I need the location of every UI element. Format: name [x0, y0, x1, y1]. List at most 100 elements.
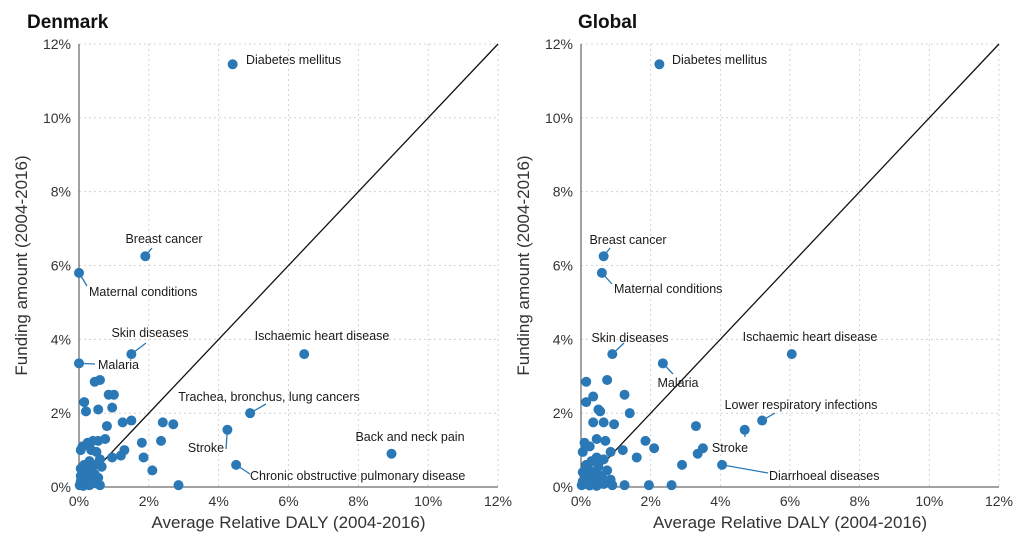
data-point-labeled [74, 268, 84, 278]
x-tick-label: 10% [414, 493, 442, 509]
data-point-labeled [387, 449, 397, 459]
data-point [606, 447, 616, 457]
data-point [107, 403, 117, 413]
y-axis-title: Funding amount (2004-2016) [514, 155, 533, 375]
y-tick-label: 12% [545, 36, 573, 52]
y-tick-label: 2% [51, 405, 71, 421]
point-label: Stroke [188, 441, 224, 455]
y-tick-label: 10% [545, 110, 573, 126]
data-point [76, 445, 86, 455]
data-point [607, 480, 617, 490]
data-point-labeled [245, 408, 255, 418]
data-point-labeled [658, 358, 668, 368]
x-axis-title: Average Relative DALY (2004-2016) [653, 513, 927, 532]
y-tick-label: 4% [553, 331, 573, 347]
data-point-labeled [74, 358, 84, 368]
data-point-labeled [599, 251, 609, 261]
data-point [81, 406, 91, 416]
data-point [168, 419, 178, 429]
panel-denmark: 0%0%2%2%4%4%6%6%8%8%10%10%12%12%Diabetes… [12, 12, 512, 532]
y-tick-label: 2% [553, 405, 573, 421]
point-label: Ischaemic heart disease [255, 329, 390, 343]
y-tick-label: 8% [553, 184, 573, 200]
x-tick-label: 8% [850, 493, 870, 509]
point-label: Lower respiratory infections [725, 398, 878, 412]
data-point [156, 436, 166, 446]
point-label: Diarrhoeal diseases [769, 469, 879, 483]
x-tick-label: 10% [915, 493, 943, 509]
data-point-labeled [299, 349, 309, 359]
data-point [102, 421, 112, 431]
data-point-labeled [740, 425, 750, 435]
data-point-labeled [140, 251, 150, 261]
data-point [595, 406, 605, 416]
data-point-labeled [228, 59, 238, 69]
x-tick-label: 4% [209, 493, 229, 509]
data-point-labeled [654, 59, 664, 69]
data-point [693, 449, 703, 459]
data-point [588, 392, 598, 402]
leader-line [722, 465, 768, 473]
panel-title: Global [578, 12, 637, 33]
point-label: Skin diseases [591, 331, 668, 345]
data-point [93, 404, 103, 414]
y-tick-label: 0% [51, 479, 71, 495]
data-point [644, 480, 654, 490]
data-point [93, 436, 103, 446]
data-point [107, 452, 117, 462]
data-point [600, 436, 610, 446]
data-point-labeled [607, 349, 617, 359]
point-label: Malaria [658, 376, 699, 390]
y-axis-title: Funding amount (2004-2016) [12, 155, 31, 375]
data-point-labeled [717, 460, 727, 470]
data-point [578, 447, 588, 457]
data-point [620, 480, 630, 490]
data-point [691, 421, 701, 431]
data-point [667, 480, 677, 490]
point-label: Stroke [712, 441, 748, 455]
data-point-labeled [231, 460, 241, 470]
data-point [632, 452, 642, 462]
x-tick-label: 12% [484, 493, 512, 509]
data-point [625, 408, 635, 418]
data-point [118, 417, 128, 427]
data-point [609, 419, 619, 429]
data-point [78, 481, 88, 491]
x-tick-label: 4% [710, 493, 730, 509]
point-label: Trachea, bronchus, lung cancers [178, 390, 360, 404]
data-point [97, 462, 107, 472]
y-tick-label: 0% [553, 479, 573, 495]
point-label: Maternal conditions [614, 282, 722, 296]
data-point [95, 480, 105, 490]
data-point [640, 436, 650, 446]
point-label: Breast cancer [125, 232, 202, 246]
panel-global: 0%0%2%2%4%4%6%6%8%8%10%10%12%12%Diabetes… [514, 12, 1013, 532]
data-point [174, 480, 184, 490]
data-point [147, 465, 157, 475]
data-point [620, 390, 630, 400]
data-point [109, 390, 119, 400]
x-tick-label: 0% [69, 493, 89, 509]
point-label: Diabetes mellitus [672, 53, 767, 67]
data-point [618, 445, 628, 455]
y-tick-label: 10% [43, 110, 71, 126]
x-tick-label: 2% [139, 493, 159, 509]
y-tick-label: 6% [553, 258, 573, 274]
data-point [137, 438, 147, 448]
x-tick-label: 2% [641, 493, 661, 509]
y-tick-label: 12% [43, 36, 71, 52]
data-point [581, 377, 591, 387]
point-label: Maternal conditions [89, 285, 197, 299]
point-label: Diabetes mellitus [246, 53, 341, 67]
data-point [592, 434, 602, 444]
panel-title: Denmark [27, 12, 109, 33]
data-point [677, 460, 687, 470]
data-point [649, 443, 659, 453]
data-point [599, 417, 609, 427]
y-tick-label: 6% [51, 258, 71, 274]
data-point-labeled [787, 349, 797, 359]
data-point [126, 416, 136, 426]
x-tick-label: 6% [278, 493, 298, 509]
